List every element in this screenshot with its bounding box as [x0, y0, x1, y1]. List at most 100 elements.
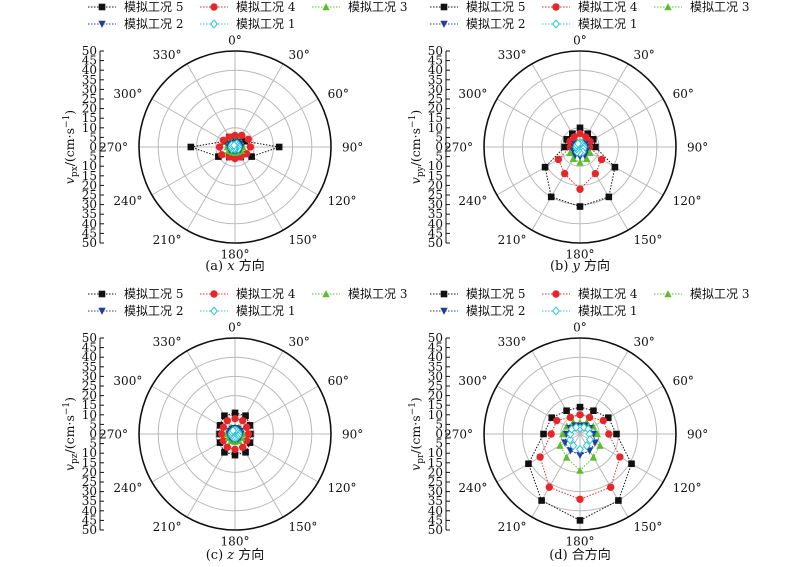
data-point — [230, 140, 238, 151]
caption-suffix: 方向 — [234, 547, 264, 563]
radial-tick-label: 5 — [435, 150, 443, 164]
series-group — [525, 403, 635, 524]
y-axis-label: vpy/(cm·s−1) — [408, 110, 426, 184]
series-group — [216, 409, 254, 459]
radial-tick-label: 45 — [82, 513, 97, 527]
data-point — [561, 439, 569, 447]
y-label-exponent: −1 — [62, 115, 72, 128]
legend-label: 模拟工况 3 — [348, 287, 407, 301]
radial-tick-label: 25 — [82, 475, 97, 489]
series — [227, 139, 243, 154]
legend-marker — [210, 306, 218, 316]
radial-tick-label: 50 — [82, 44, 97, 58]
data-point — [216, 422, 224, 429]
y-label-unit: /(cm·s — [408, 128, 423, 166]
legend-marker — [440, 307, 448, 315]
data-point — [572, 422, 581, 433]
angle-label: 330° — [498, 335, 527, 349]
angle-label: 30° — [289, 48, 310, 62]
angle-label: 120° — [328, 194, 357, 208]
angle-label: 240° — [458, 481, 487, 495]
angle-label: 150° — [634, 233, 663, 247]
radial-tick-label: 10 — [428, 408, 443, 422]
data-point — [566, 413, 575, 422]
data-point — [536, 453, 544, 461]
radial-tick-label: 25 — [428, 92, 443, 106]
data-point — [604, 414, 612, 421]
legend-label: 模拟工况 4 — [236, 287, 296, 301]
panel-caption: (c) z 方向 — [206, 547, 265, 563]
radial-tick-label: 30 — [82, 485, 97, 499]
data-point — [591, 169, 600, 178]
data-point — [586, 148, 594, 157]
grid-spoke — [234, 146, 284, 231]
radial-tick-label: 50 — [82, 236, 97, 250]
legend-marker — [322, 3, 330, 11]
panel-caption: (b) y 方向 — [550, 258, 610, 274]
angle-label: 0° — [573, 321, 587, 335]
data-point — [576, 185, 584, 193]
caption-axis: x — [227, 259, 235, 274]
data-point — [545, 483, 553, 491]
angle-label: 60° — [328, 87, 349, 101]
radial-tick-label: 5 — [89, 437, 97, 451]
legend: 模拟工况 5 模拟工况 4 模拟工况 3 模拟工况 2 模拟工况 1 — [430, 287, 749, 318]
data-point — [576, 124, 584, 132]
radial-tick-label: 35 — [428, 494, 443, 508]
legend-label: 模拟工况 4 — [578, 0, 638, 14]
legend-item: 模拟工况 2 — [430, 304, 525, 318]
chart-panel-4: 模拟工况 5 模拟工况 4 模拟工况 3 模拟工况 2 模拟工况 1 0° 30° 60° 90… — [408, 287, 749, 563]
data-point — [589, 453, 598, 461]
caption-prefix: (c) — [206, 548, 228, 563]
legend: 模拟工况 5 模拟工况 4 模拟工况 3 模拟工况 2 模拟工况 1 — [88, 0, 407, 31]
series — [566, 422, 594, 455]
legend-label: 模拟工况 2 — [466, 304, 525, 318]
angle-label: 30° — [289, 335, 310, 349]
data-point — [244, 135, 253, 144]
y-label-symbol: v — [408, 177, 423, 184]
y-axis-label: vpx/(cm·s−1) — [62, 110, 80, 184]
radial-tick-label: 25 — [428, 379, 443, 393]
angle-labels: 0° 30° 60° 90° 120° 150° 180° 210° 240° 270° 300° 3… — [444, 321, 708, 549]
legend-item: 模拟工况 3 — [312, 0, 407, 14]
angle-label: 240° — [113, 194, 142, 208]
data-point — [566, 447, 575, 455]
legend-item: 模拟工况 2 — [88, 304, 183, 318]
series — [541, 124, 619, 210]
radial-tick-label: 5 — [89, 417, 97, 431]
angle-label: 330° — [498, 48, 527, 62]
radial-tick-label: 0 — [89, 140, 97, 154]
data-point — [223, 443, 232, 452]
legend-item: 模拟工况 4 — [200, 0, 296, 14]
radial-tick-label: 35 — [428, 207, 443, 221]
grid-spoke — [186, 146, 236, 231]
data-point — [582, 440, 591, 451]
legend-item: 模拟工况 1 — [200, 17, 295, 31]
angle-label: 300° — [113, 374, 142, 388]
data-point — [246, 422, 254, 429]
angle-label: 270° — [444, 141, 473, 155]
y-label-symbol: v — [62, 177, 77, 184]
radial-tick-label: 0 — [435, 140, 443, 154]
data-point — [215, 153, 222, 160]
outer-ring — [138, 50, 332, 244]
data-point — [275, 143, 283, 151]
data-point — [576, 444, 584, 455]
angle-label: 240° — [113, 481, 142, 495]
angle-label: 150° — [634, 520, 663, 534]
data-point — [605, 193, 613, 201]
legend-label: 模拟工况 2 — [466, 17, 525, 31]
data-point — [238, 416, 247, 425]
radial-tick-label: 15 — [82, 456, 97, 470]
radial-tick-label: 30 — [428, 369, 443, 383]
legend-label: 模拟工况 1 — [578, 304, 637, 318]
caption-axis: y — [572, 259, 581, 274]
legend-item: 模拟工况 1 — [542, 304, 637, 318]
radial-tick-label: 30 — [82, 82, 97, 96]
radial-tick-label: 45 — [82, 54, 97, 68]
legend-label: 模拟工况 5 — [466, 0, 525, 14]
data-point — [554, 155, 563, 164]
data-point — [219, 423, 228, 431]
legend-item: 模拟工况 1 — [200, 304, 295, 318]
